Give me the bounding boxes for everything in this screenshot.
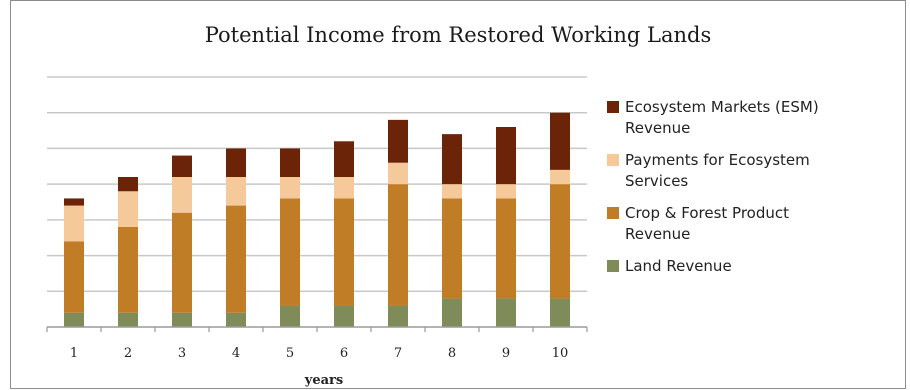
bar-segment-7-series-0 bbox=[388, 305, 408, 327]
x-tick-label-9: 9 bbox=[502, 346, 510, 361]
bar-segment-4-series-2 bbox=[226, 177, 246, 206]
x-tick-label-3: 3 bbox=[178, 346, 186, 361]
bar-segment-4-series-0 bbox=[226, 312, 246, 327]
bar-segment-2-series-1 bbox=[118, 227, 138, 313]
bar-segment-4-series-3 bbox=[226, 148, 246, 177]
x-tick-label-5: 5 bbox=[286, 346, 294, 361]
bar-segment-2-series-3 bbox=[118, 177, 138, 192]
bar-segment-10-series-3 bbox=[550, 112, 570, 170]
bar-segment-1-series-3 bbox=[64, 198, 84, 206]
chart-title: Potential Income from Restored Working L… bbox=[204, 23, 712, 47]
bar-segment-1-series-0 bbox=[64, 312, 84, 327]
chart-frame: Potential Income from Restored Working L… bbox=[10, 0, 906, 389]
legend-item-crop-forest: Crop & Forest Product Revenue bbox=[607, 203, 907, 245]
legend-item-land: Land Revenue bbox=[607, 256, 907, 277]
bar-segment-2-series-0 bbox=[118, 312, 138, 327]
bar-segment-3-series-3 bbox=[172, 155, 192, 177]
bar-segment-10-series-0 bbox=[550, 298, 570, 327]
bar-segment-9-series-0 bbox=[496, 298, 516, 327]
bar-segment-10-series-1 bbox=[550, 184, 570, 299]
bar-segment-7-series-2 bbox=[388, 162, 408, 185]
bar-segment-1-series-1 bbox=[64, 241, 84, 313]
bar-segment-5-series-0 bbox=[280, 305, 300, 327]
bar-segment-6-series-0 bbox=[334, 305, 354, 327]
legend-label-land: Land Revenue bbox=[625, 257, 732, 275]
bar-segment-6-series-3 bbox=[334, 141, 354, 177]
legend-swatch-crop-forest bbox=[607, 207, 619, 219]
legend-label-crop-forest: Crop & Forest Product Revenue bbox=[625, 204, 789, 243]
bar-segment-3-series-1 bbox=[172, 212, 192, 313]
legend-label-pes: Payments for Ecosystem Services bbox=[625, 151, 810, 190]
bar-segment-10-series-2 bbox=[550, 169, 570, 185]
x-tick-label-4: 4 bbox=[232, 346, 240, 361]
bar-segment-5-series-2 bbox=[280, 177, 300, 199]
legend-item-pes: Payments for Ecosystem Services bbox=[607, 150, 907, 192]
bar-segment-3-series-0 bbox=[172, 312, 192, 327]
bar-segment-6-series-2 bbox=[334, 177, 354, 199]
legend-swatch-pes bbox=[607, 154, 619, 166]
bar-segment-1-series-2 bbox=[64, 205, 84, 242]
bar-segment-9-series-2 bbox=[496, 184, 516, 199]
chart-legend: Ecosystem Markets (ESM) Revenue Payments… bbox=[607, 97, 907, 288]
legend-swatch-land bbox=[607, 260, 619, 272]
bar-segment-7-series-3 bbox=[388, 119, 408, 163]
bar-segment-8-series-3 bbox=[442, 134, 462, 185]
bar-segment-8-series-1 bbox=[442, 198, 462, 299]
bar-segment-8-series-2 bbox=[442, 184, 462, 199]
bar-segment-5-series-3 bbox=[280, 148, 300, 177]
legend-label-esm: Ecosystem Markets (ESM) Revenue bbox=[625, 98, 819, 137]
bar-segment-7-series-1 bbox=[388, 184, 408, 306]
x-tick-label-6: 6 bbox=[340, 346, 348, 361]
bar-segment-4-series-1 bbox=[226, 205, 246, 313]
x-tick-label-10: 10 bbox=[552, 346, 569, 361]
x-tick-label-2: 2 bbox=[124, 346, 132, 361]
bar-segment-6-series-1 bbox=[334, 198, 354, 306]
legend-item-esm: Ecosystem Markets (ESM) Revenue bbox=[607, 97, 907, 139]
x-tick-label-1: 1 bbox=[70, 346, 78, 361]
bar-segment-3-series-2 bbox=[172, 177, 192, 213]
legend-swatch-esm bbox=[607, 101, 619, 113]
x-tick-label-8: 8 bbox=[448, 346, 456, 361]
bar-segment-2-series-2 bbox=[118, 191, 138, 227]
plot-area: 1 2 3 4 5 6 7 8 9 10 years bbox=[46, 76, 588, 388]
bar-segment-9-series-1 bbox=[496, 198, 516, 299]
x-tick-label-7: 7 bbox=[394, 346, 402, 361]
bar-segment-5-series-1 bbox=[280, 198, 300, 306]
bar-segment-9-series-3 bbox=[496, 127, 516, 185]
x-axis-title: years bbox=[304, 373, 343, 388]
bar-segment-8-series-0 bbox=[442, 298, 462, 327]
